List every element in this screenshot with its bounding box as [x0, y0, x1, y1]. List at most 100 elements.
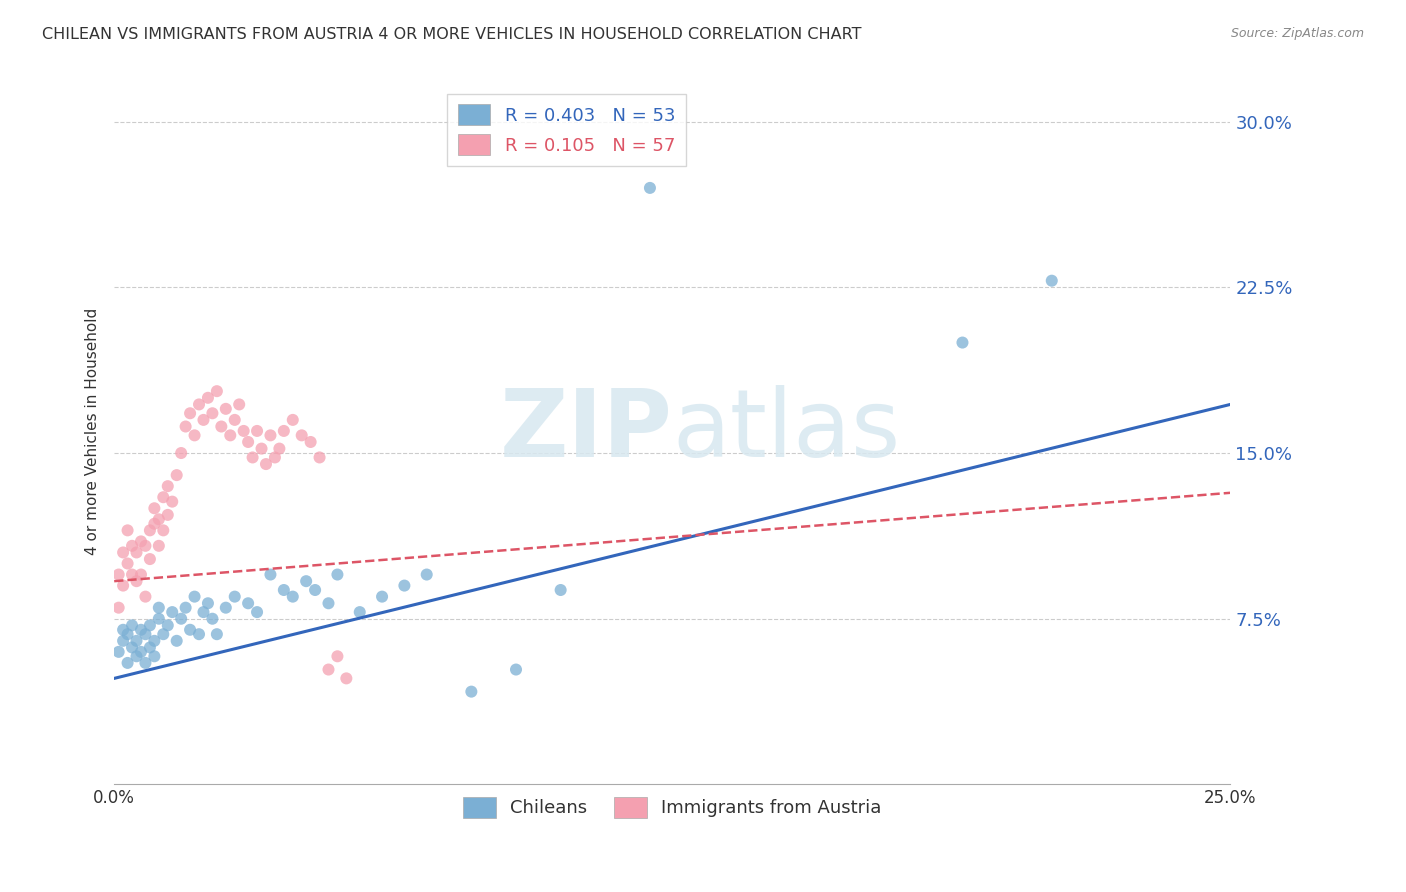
- Point: [117, 524, 139, 538]
- Point: [254, 457, 277, 471]
- Point: [291, 428, 314, 442]
- Point: [209, 419, 232, 434]
- Point: [259, 428, 281, 442]
- Y-axis label: 4 or more Vehicles in Household: 4 or more Vehicles in Household: [86, 308, 100, 555]
- Point: [156, 508, 179, 522]
- Point: [117, 656, 139, 670]
- Point: [179, 406, 201, 420]
- Point: [215, 600, 238, 615]
- Point: [139, 640, 162, 655]
- Point: [148, 539, 170, 553]
- Point: [224, 413, 246, 427]
- Point: [160, 494, 183, 508]
- Point: [117, 557, 139, 571]
- Point: [134, 656, 156, 670]
- Point: [121, 567, 143, 582]
- Point: [224, 590, 246, 604]
- Point: [139, 524, 162, 538]
- Point: [201, 612, 224, 626]
- Point: [160, 605, 183, 619]
- Point: [174, 419, 197, 434]
- Point: [107, 645, 129, 659]
- Point: [183, 590, 205, 604]
- Point: [170, 612, 193, 626]
- Point: [152, 627, 174, 641]
- Point: [215, 401, 238, 416]
- Text: CHILEAN VS IMMIGRANTS FROM AUSTRIA 4 OR MORE VEHICLES IN HOUSEHOLD CORRELATION C: CHILEAN VS IMMIGRANTS FROM AUSTRIA 4 OR …: [42, 27, 862, 42]
- Point: [148, 512, 170, 526]
- Point: [107, 567, 129, 582]
- Point: [1040, 274, 1063, 288]
- Point: [121, 539, 143, 553]
- Point: [246, 605, 269, 619]
- Point: [170, 446, 193, 460]
- Point: [121, 618, 143, 632]
- Point: [335, 672, 357, 686]
- Legend: Chileans, Immigrants from Austria: Chileans, Immigrants from Austria: [456, 789, 889, 825]
- Point: [250, 442, 273, 456]
- Point: [197, 596, 219, 610]
- Point: [371, 590, 394, 604]
- Point: [259, 567, 281, 582]
- Point: [129, 623, 152, 637]
- Point: [197, 391, 219, 405]
- Point: [148, 600, 170, 615]
- Text: ZIP: ZIP: [499, 385, 672, 477]
- Point: [299, 434, 322, 449]
- Point: [139, 552, 162, 566]
- Point: [273, 424, 295, 438]
- Point: [112, 633, 135, 648]
- Point: [129, 567, 152, 582]
- Point: [143, 516, 166, 531]
- Point: [460, 684, 482, 698]
- Point: [125, 633, 148, 648]
- Point: [143, 633, 166, 648]
- Point: [143, 649, 166, 664]
- Point: [121, 640, 143, 655]
- Point: [183, 428, 205, 442]
- Point: [264, 450, 287, 465]
- Point: [295, 574, 318, 589]
- Point: [550, 582, 572, 597]
- Point: [166, 468, 188, 483]
- Point: [129, 534, 152, 549]
- Point: [269, 442, 291, 456]
- Point: [318, 596, 340, 610]
- Point: [188, 397, 211, 411]
- Point: [281, 590, 304, 604]
- Point: [139, 618, 162, 632]
- Point: [246, 424, 269, 438]
- Point: [112, 545, 135, 559]
- Point: [952, 335, 974, 350]
- Point: [179, 623, 201, 637]
- Point: [143, 501, 166, 516]
- Point: [193, 413, 215, 427]
- Point: [134, 539, 156, 553]
- Point: [236, 434, 259, 449]
- Text: Source: ZipAtlas.com: Source: ZipAtlas.com: [1230, 27, 1364, 40]
- Point: [638, 181, 661, 195]
- Point: [318, 663, 340, 677]
- Point: [308, 450, 330, 465]
- Point: [134, 627, 156, 641]
- Point: [117, 627, 139, 641]
- Point: [326, 567, 349, 582]
- Point: [125, 545, 148, 559]
- Point: [156, 618, 179, 632]
- Point: [156, 479, 179, 493]
- Point: [415, 567, 437, 582]
- Point: [112, 578, 135, 592]
- Point: [242, 450, 264, 465]
- Point: [112, 623, 135, 637]
- Point: [394, 578, 416, 592]
- Point: [125, 574, 148, 589]
- Point: [205, 384, 228, 399]
- Point: [326, 649, 349, 664]
- Point: [193, 605, 215, 619]
- Point: [134, 590, 156, 604]
- Point: [273, 582, 295, 597]
- Text: atlas: atlas: [672, 385, 900, 477]
- Point: [304, 582, 326, 597]
- Point: [219, 428, 242, 442]
- Point: [188, 627, 211, 641]
